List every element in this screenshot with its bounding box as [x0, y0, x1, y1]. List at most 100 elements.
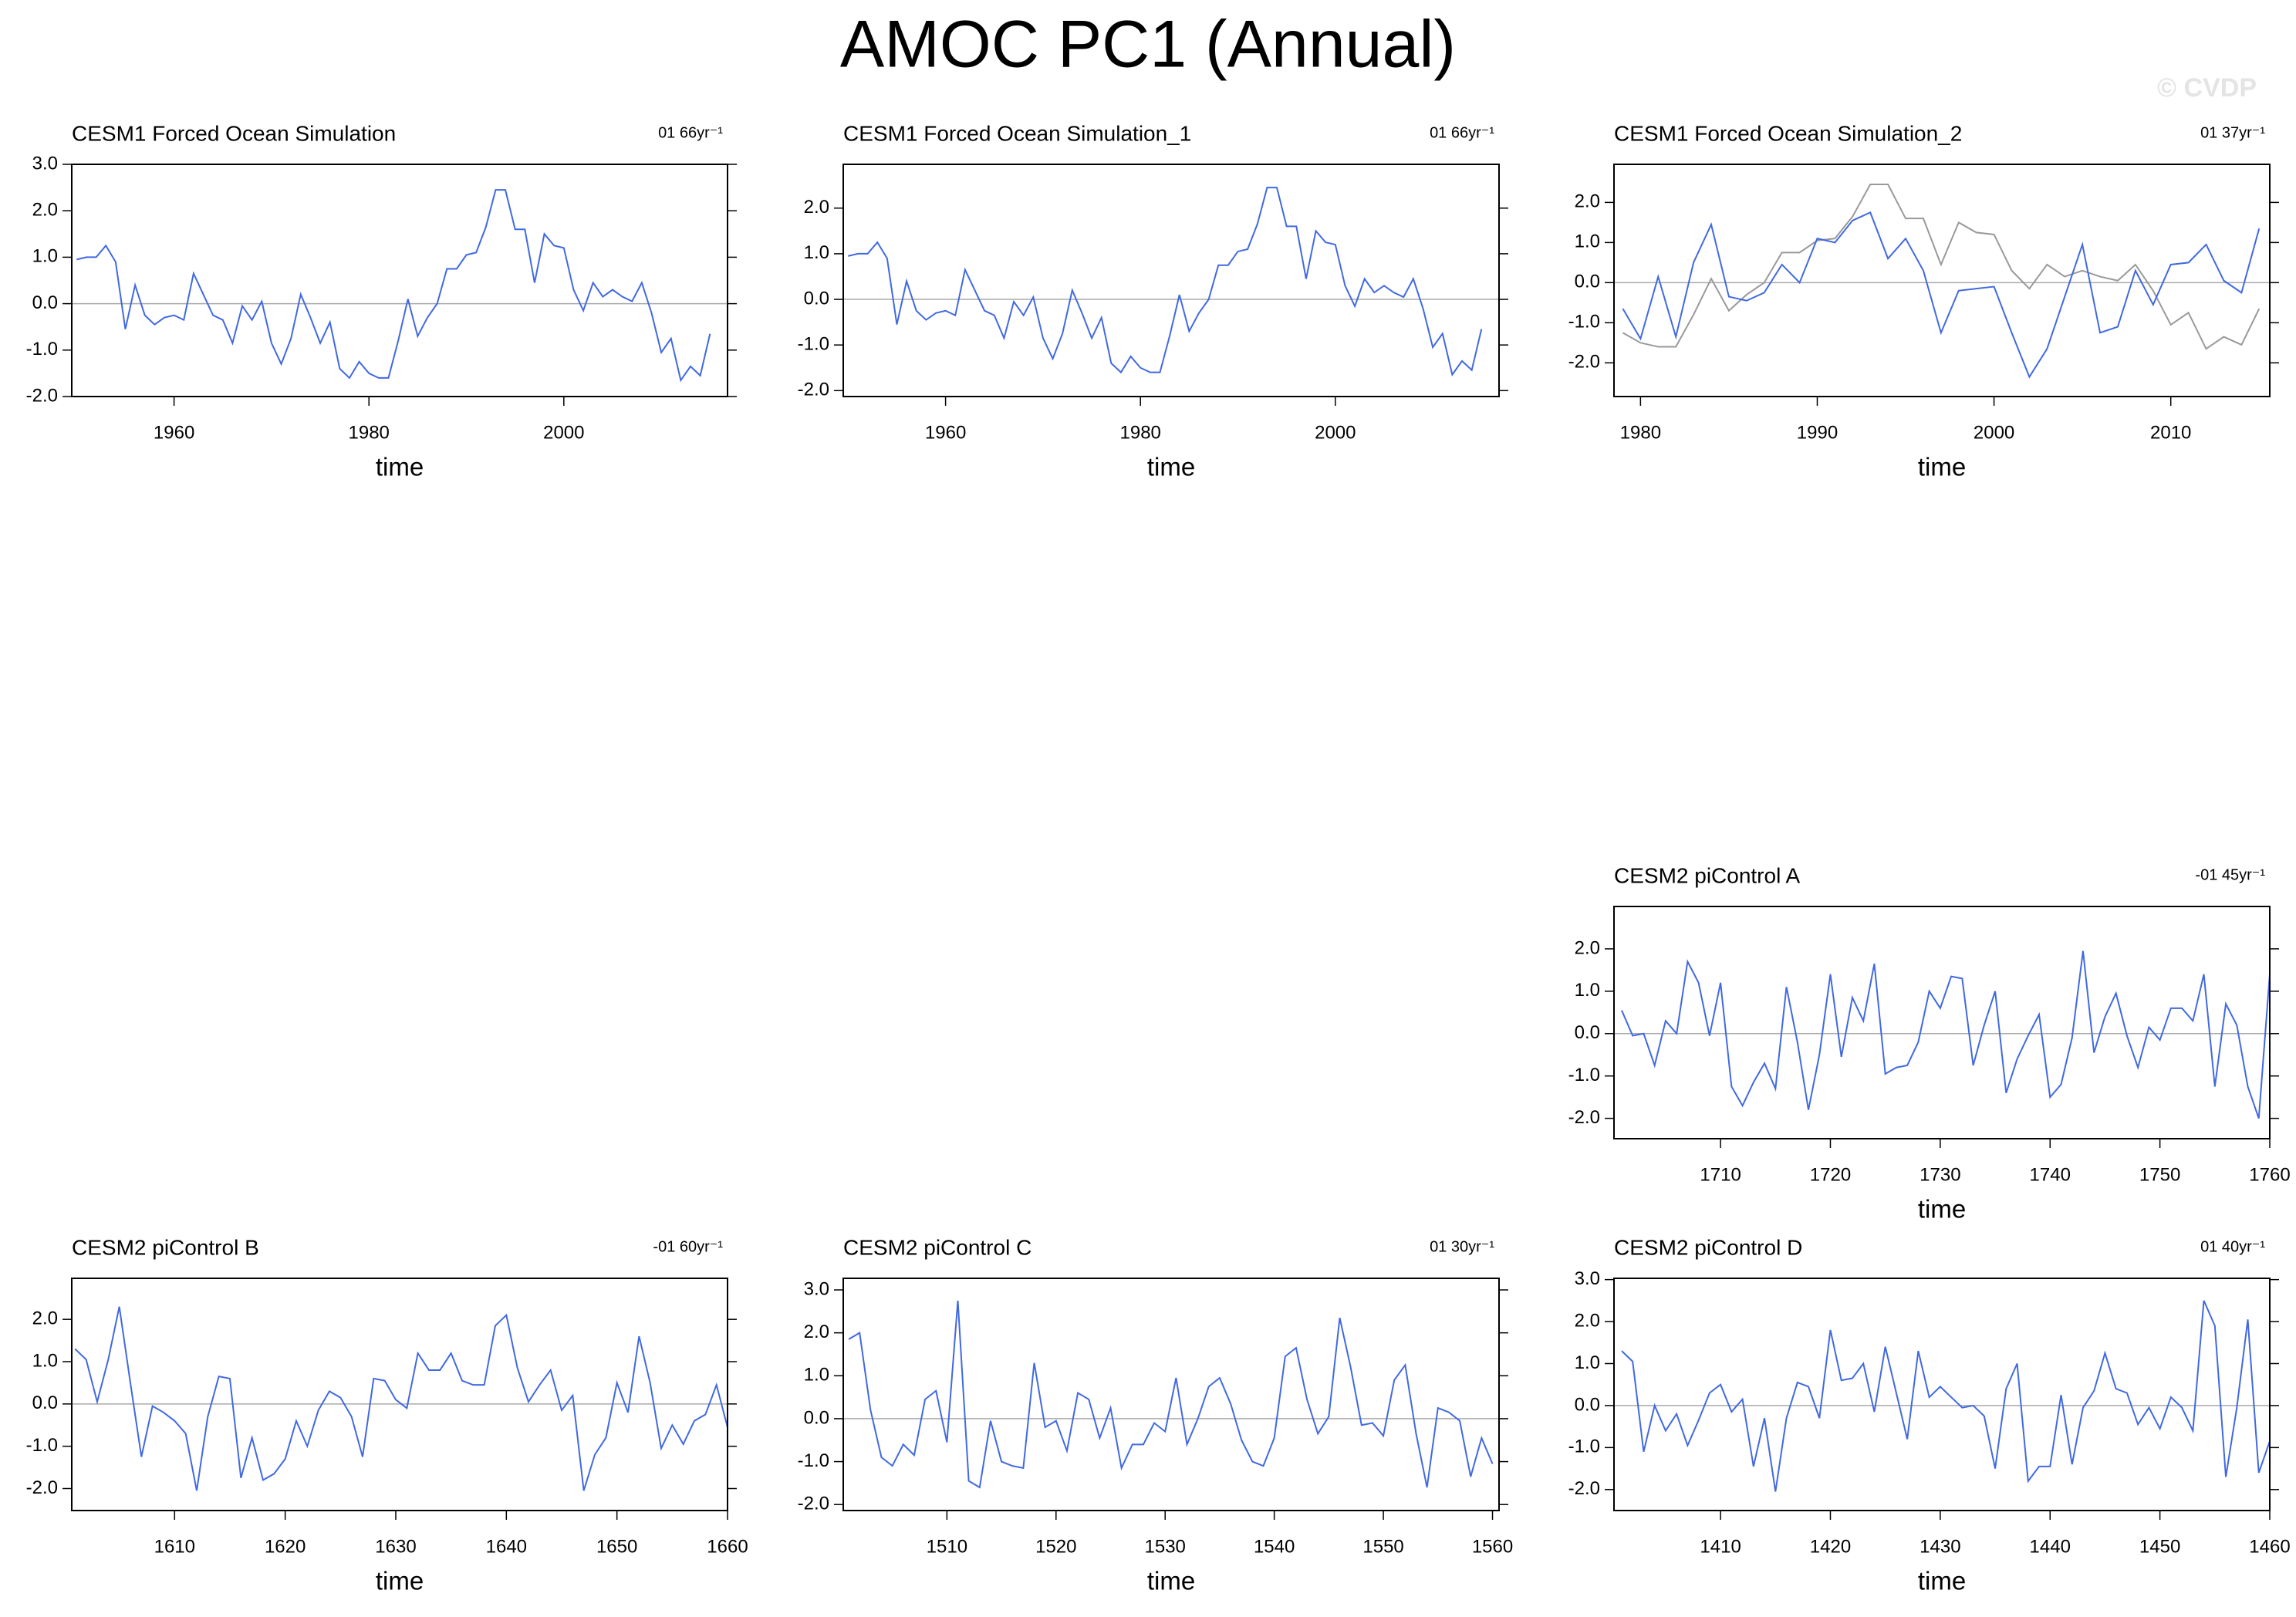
panel-title: CESM2 piControl B — [72, 1235, 259, 1259]
y-tick-label: 0.0 — [32, 1393, 58, 1413]
x-axis-label: time — [376, 453, 424, 481]
x-axis-label: time — [1147, 453, 1195, 481]
panel-title: CESM1 Forced Ocean Simulation_1 — [843, 121, 1191, 145]
y-tick-label: -2.0 — [1568, 1107, 1600, 1128]
y-tick-label: -1.0 — [26, 339, 58, 360]
x-tick-label: 1740 — [2030, 1164, 2071, 1185]
x-tick-label: 1430 — [1920, 1536, 1960, 1557]
x-tick-label: 1710 — [1700, 1164, 1741, 1185]
x-tick-label: 1620 — [265, 1536, 306, 1557]
y-tick-label: 2.0 — [804, 1322, 829, 1342]
plot-frame — [71, 1278, 728, 1511]
x-tick-label: 2000 — [1974, 422, 2014, 443]
x-tick-label: 1420 — [1810, 1536, 1851, 1557]
y-tick-label: 0.0 — [804, 1407, 829, 1428]
x-tick-label: 1630 — [375, 1536, 416, 1557]
x-tick-label: 1990 — [1797, 422, 1838, 443]
series-line — [848, 187, 1483, 376]
y-tick-label: 3.0 — [1575, 1268, 1600, 1289]
x-tick-label: 1610 — [154, 1536, 195, 1557]
x-tick-label: 1980 — [349, 422, 390, 443]
series-line — [74, 1306, 728, 1491]
trend-label: 01 66yr⁻¹ — [1430, 124, 1494, 141]
x-tick-label: 1640 — [486, 1536, 527, 1557]
trend-label: -01 60yr⁻¹ — [653, 1238, 723, 1255]
y-tick-label: 2.0 — [804, 197, 829, 218]
x-tick-label: 1660 — [707, 1536, 748, 1557]
y-tick-label: -2.0 — [1568, 1478, 1600, 1499]
y-tick-label: 1.0 — [804, 1365, 829, 1386]
y-tick-label: 1.0 — [1575, 231, 1600, 252]
panel: -2.0 -1.0 0.0 1.0 2.0 1610 1620 1630 1640 1650 166… — [26, 1235, 748, 1595]
y-tick-label: -1.0 — [1568, 1436, 1600, 1457]
plot-frame — [1613, 906, 2271, 1139]
y-tick-label: 2.0 — [1575, 937, 1600, 958]
y-tick-label: -2.0 — [26, 1477, 58, 1498]
x-tick-label: 1540 — [1254, 1536, 1295, 1557]
x-tick-label: 1750 — [2139, 1164, 2180, 1185]
x-tick-label: 1650 — [596, 1536, 637, 1557]
y-tick-label: -2.0 — [1568, 352, 1600, 373]
x-tick-label: 1520 — [1035, 1536, 1076, 1557]
figure-title: AMOC PC1 (Annual) — [840, 8, 1456, 82]
x-tick-label: 1760 — [2249, 1164, 2290, 1185]
y-tick-label: 0.0 — [1575, 1394, 1600, 1415]
y-tick-label: 2.0 — [32, 1308, 58, 1329]
y-tick-label: 0.0 — [1575, 272, 1600, 292]
plot-frame — [1613, 164, 2271, 397]
x-axis-label: time — [1918, 453, 1966, 481]
series-line — [1621, 950, 2271, 1119]
panel: -2.0 -1.0 0.0 1.0 2.0 3.0 1510 1520 1530 1540 1550… — [798, 1235, 1514, 1595]
x-axis-label: time — [1918, 1195, 1966, 1224]
series-line — [1622, 211, 2261, 379]
x-tick-label: 1960 — [925, 422, 966, 443]
y-tick-label: 2.0 — [1575, 1310, 1600, 1331]
panel: -2.0 -1.0 0.0 1.0 2.0 1960 1980 2000 CESM1 Force… — [798, 121, 1508, 481]
x-tick-label: 1980 — [1620, 422, 1661, 443]
series-line — [1621, 1300, 2271, 1492]
x-tick-label: 2000 — [543, 422, 584, 443]
trend-label: 01 66yr⁻¹ — [658, 124, 723, 141]
x-tick-label: 1410 — [1700, 1536, 1741, 1557]
panel-title: CESM1 Forced Ocean Simulation_2 — [1614, 121, 1962, 145]
trend-label: 01 37yr⁻¹ — [2200, 124, 2265, 141]
y-tick-label: 3.0 — [32, 153, 58, 174]
y-tick-label: 1.0 — [804, 242, 829, 263]
panel: -2.0 -1.0 0.0 1.0 2.0 3.0 1410 1420 1430 1440 1450… — [1568, 1235, 2291, 1595]
y-tick-label: 1.0 — [1575, 1352, 1600, 1373]
panel-title: CESM2 piControl A — [1614, 863, 1801, 887]
x-tick-label: 1530 — [1145, 1536, 1186, 1557]
panel-title: CESM2 piControl D — [1614, 1235, 1802, 1259]
y-tick-label: 1.0 — [32, 1350, 58, 1371]
panel: -2.0 -1.0 0.0 1.0 2.0 1710 1720 1730 1740 1750 176… — [1568, 863, 2291, 1223]
panel: -2.0 -1.0 0.0 1.0 2.0 3.0 1960 1980 2000 CESM1 Fo… — [26, 121, 737, 481]
x-tick-label: 2000 — [1315, 422, 1356, 443]
y-tick-label: -1.0 — [26, 1435, 58, 1456]
x-tick-label: 1720 — [1810, 1164, 1851, 1185]
y-tick-label: 3.0 — [804, 1278, 829, 1299]
y-tick-label: 0.0 — [32, 292, 58, 313]
x-tick-label: 1560 — [1472, 1536, 1513, 1557]
panel-title: CESM2 piControl C — [843, 1235, 1032, 1259]
y-tick-label: 1.0 — [32, 246, 58, 267]
y-tick-label: -1.0 — [798, 1450, 829, 1471]
panel: -2.0 -1.0 0.0 1.0 2.0 1980 1990 2000 2010 CESM1 F… — [1568, 121, 2279, 481]
plot-frame — [71, 164, 728, 397]
series-line — [1622, 183, 2261, 350]
y-tick-label: 2.0 — [1575, 191, 1600, 212]
x-tick-label: 1460 — [2249, 1536, 2290, 1557]
x-tick-label: 1980 — [1120, 422, 1161, 443]
trend-label: -01 45yr⁻¹ — [2195, 866, 2265, 883]
x-tick-label: 1450 — [2139, 1536, 2180, 1557]
trend-label: 01 40yr⁻¹ — [2200, 1238, 2265, 1255]
watermark: © CVDP — [2157, 73, 2257, 103]
x-axis-label: time — [1918, 1567, 1966, 1595]
x-tick-label: 1510 — [927, 1536, 967, 1557]
x-tick-label: 1440 — [2030, 1536, 2071, 1557]
x-tick-label: 1960 — [154, 422, 194, 443]
x-axis-label: time — [376, 1567, 424, 1595]
y-tick-label: 0.0 — [1575, 1022, 1600, 1043]
y-tick-label: 1.0 — [1575, 980, 1600, 1001]
plot-frame — [842, 1278, 1500, 1511]
